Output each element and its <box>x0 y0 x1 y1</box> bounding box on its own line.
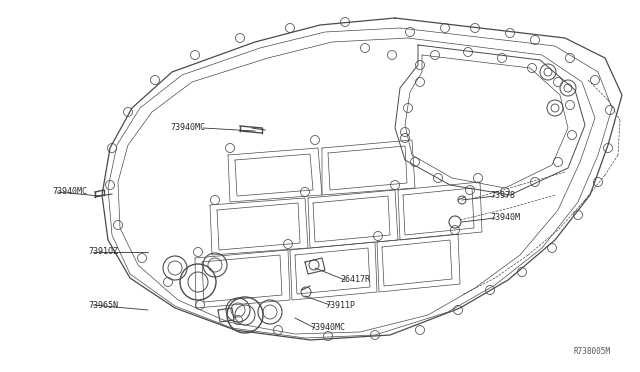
Text: 26417R: 26417R <box>340 276 370 285</box>
Text: R738005M: R738005M <box>573 347 610 356</box>
Text: 73940MC: 73940MC <box>170 124 205 132</box>
Text: 73978: 73978 <box>490 192 515 201</box>
Text: 7391OZ: 7391OZ <box>88 247 118 257</box>
Text: 73940MC: 73940MC <box>310 324 345 333</box>
Text: 73940MC: 73940MC <box>52 187 87 196</box>
Text: 73940M: 73940M <box>490 214 520 222</box>
Text: 73965N: 73965N <box>88 301 118 310</box>
Text: 73911P: 73911P <box>325 301 355 310</box>
